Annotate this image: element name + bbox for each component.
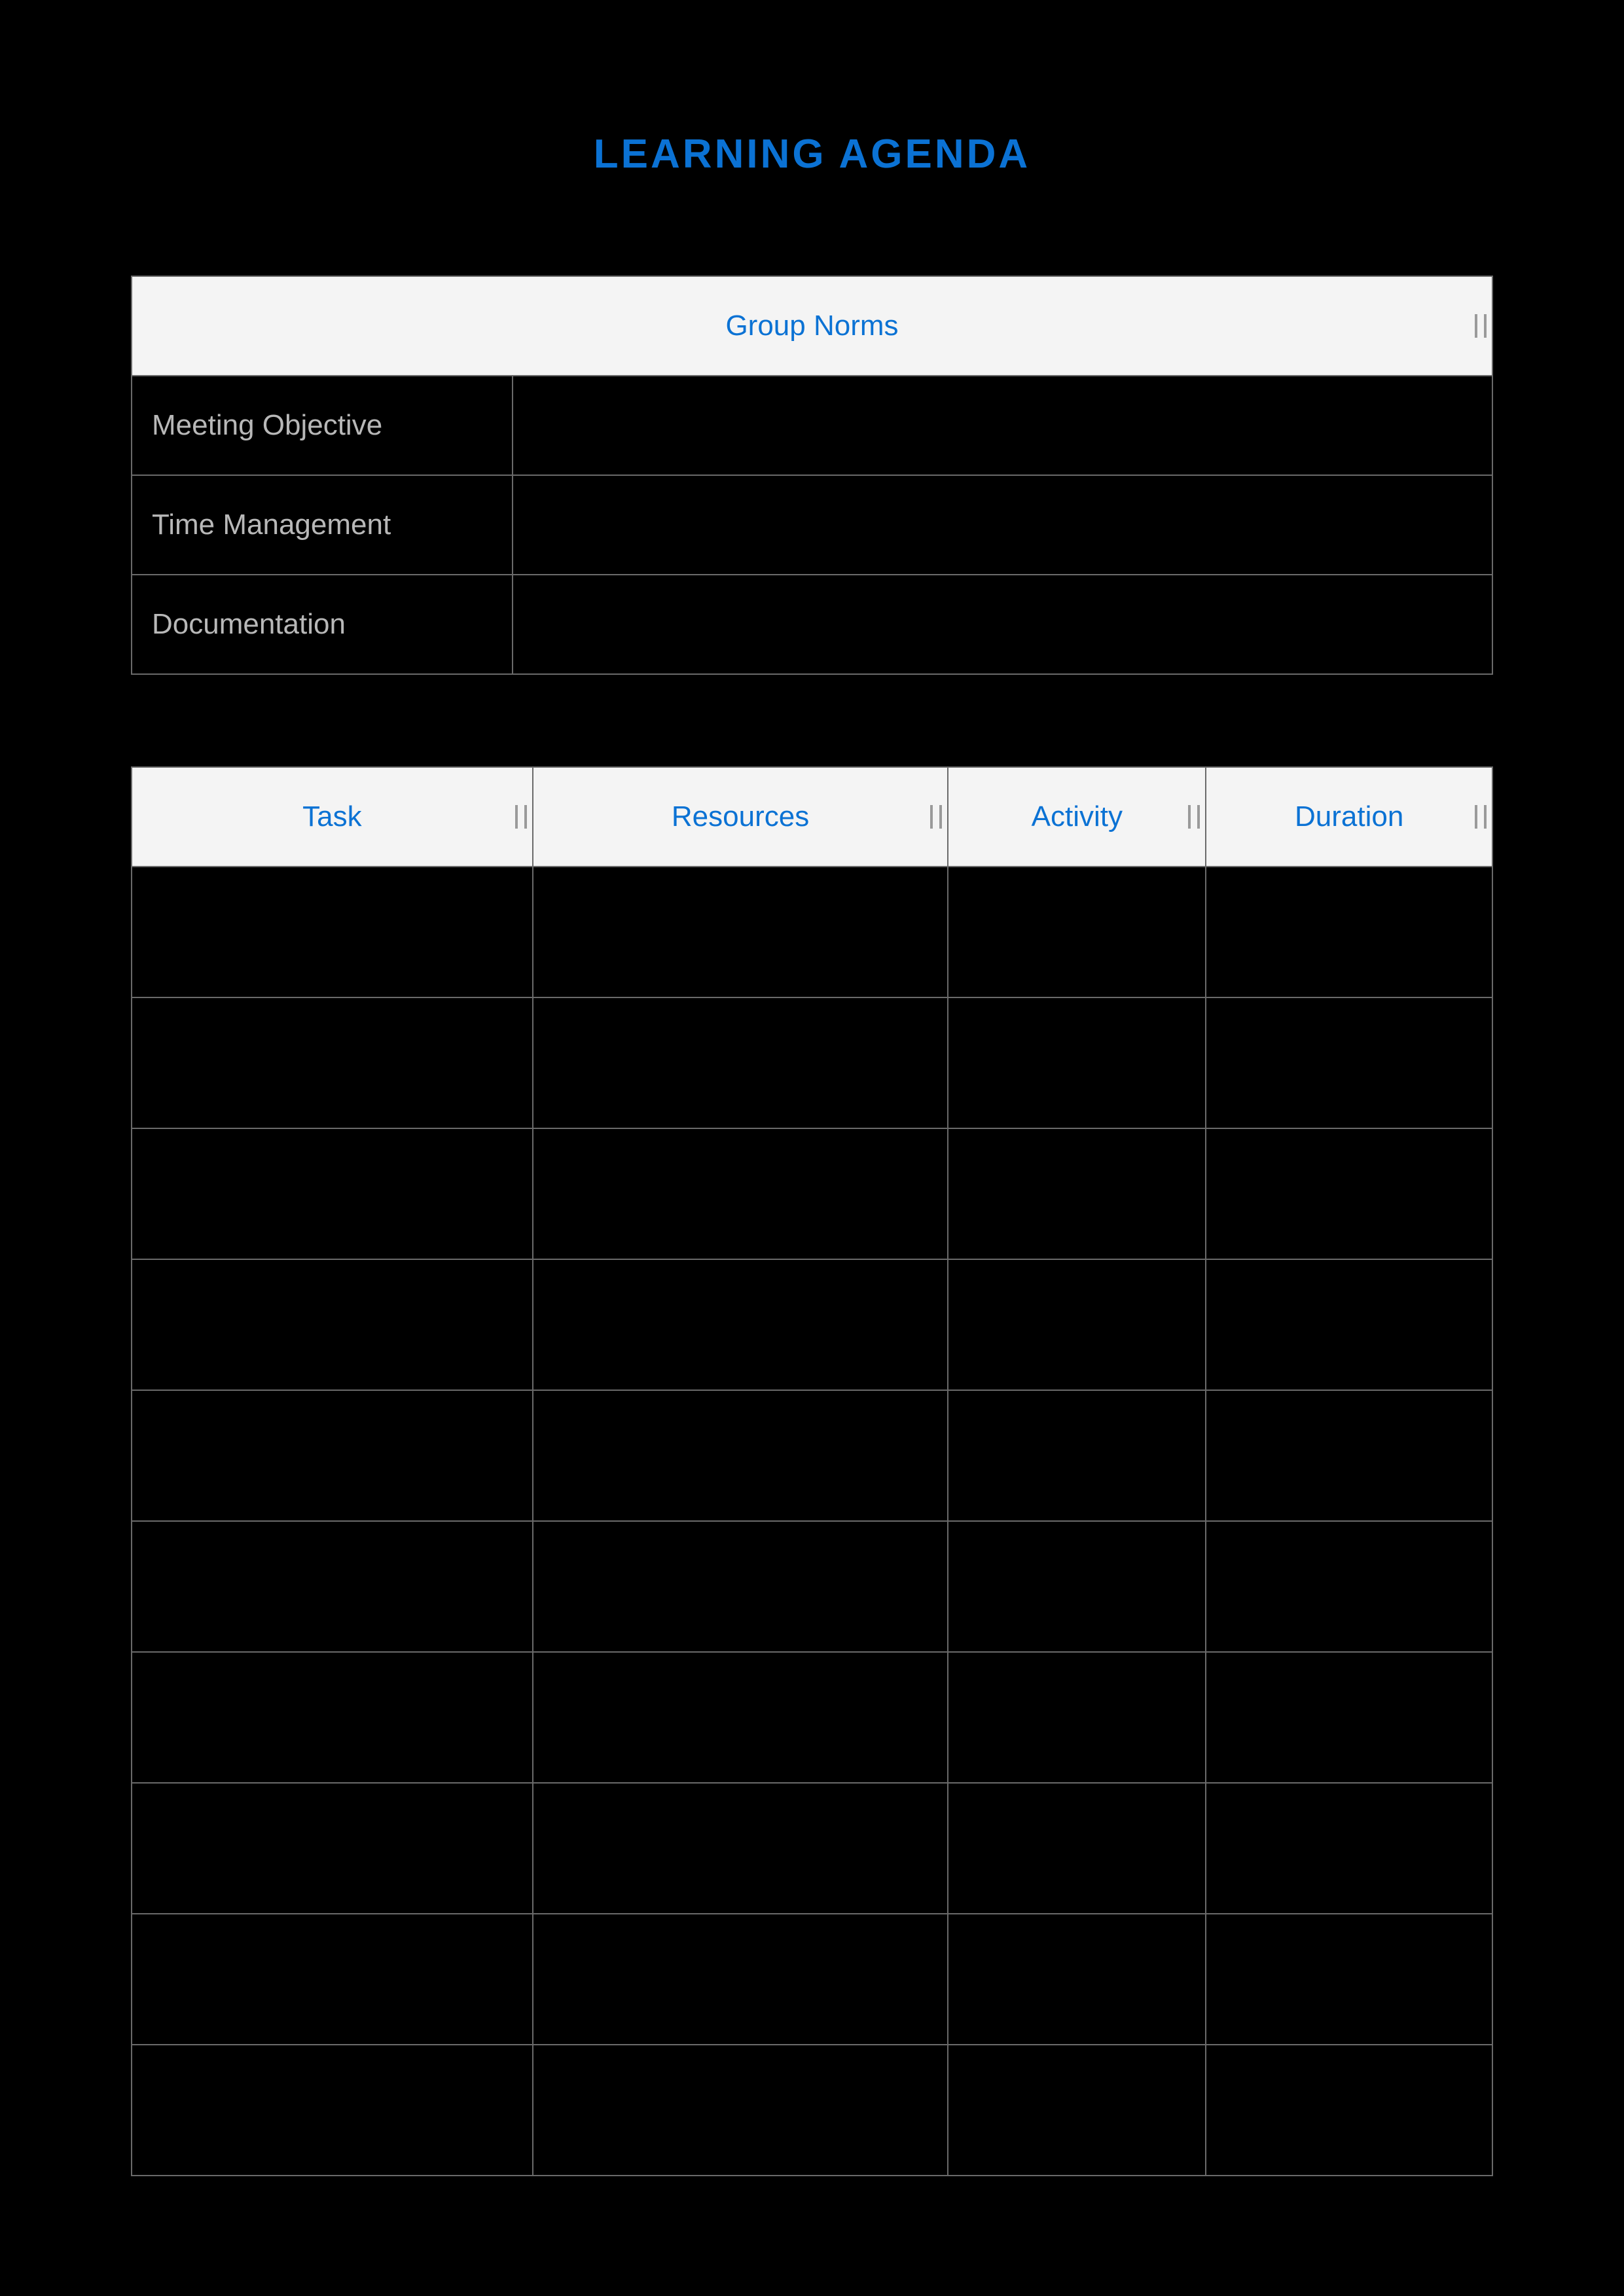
tasks-header-resources: Resources — [533, 767, 948, 867]
duration-cell[interactable] — [1206, 1259, 1492, 1390]
resources-cell[interactable] — [533, 1652, 948, 1783]
tasks-header-resources-label: Resources — [672, 800, 809, 833]
tasks-header-activity-label: Activity — [1032, 800, 1123, 833]
table-row: Meeting Objective — [132, 376, 1492, 475]
activity-cell[interactable] — [948, 1259, 1206, 1390]
table-row — [132, 1259, 1492, 1390]
duration-cell[interactable] — [1206, 997, 1492, 1128]
resources-cell[interactable] — [533, 1783, 948, 1914]
resources-cell[interactable] — [533, 1259, 948, 1390]
table-row — [132, 1390, 1492, 1521]
resources-cell[interactable] — [533, 997, 948, 1128]
duration-cell[interactable] — [1206, 1390, 1492, 1521]
norms-label-meeting-objective: Meeting Objective — [132, 376, 513, 475]
activity-cell[interactable] — [948, 867, 1206, 997]
activity-cell[interactable] — [948, 2045, 1206, 2176]
task-cell[interactable] — [132, 1390, 533, 1521]
resources-cell[interactable] — [533, 1521, 948, 1652]
table-row: Time Management — [132, 475, 1492, 575]
table-row — [132, 2045, 1492, 2176]
table-row — [132, 867, 1492, 997]
activity-cell[interactable] — [948, 1521, 1206, 1652]
task-cell[interactable] — [132, 1521, 533, 1652]
resources-cell[interactable] — [533, 867, 948, 997]
tasks-table: Task Resources Activity Duration — [131, 766, 1493, 2176]
task-cell[interactable] — [132, 1128, 533, 1259]
tasks-header-task: Task — [132, 767, 533, 867]
norms-label-time-management: Time Management — [132, 475, 513, 575]
norms-value-time-management[interactable] — [513, 475, 1492, 575]
table-row — [132, 1783, 1492, 1914]
duration-cell[interactable] — [1206, 1783, 1492, 1914]
activity-cell[interactable] — [948, 1390, 1206, 1521]
table-row — [132, 1128, 1492, 1259]
activity-cell[interactable] — [948, 1783, 1206, 1914]
tasks-header-task-label: Task — [302, 800, 361, 833]
group-norms-table: Group Norms Meeting Objective Time Manag… — [131, 276, 1493, 675]
tasks-header-duration: Duration — [1206, 767, 1492, 867]
column-separator-icon — [1188, 805, 1205, 829]
activity-cell[interactable] — [948, 997, 1206, 1128]
task-cell[interactable] — [132, 1259, 533, 1390]
resources-cell[interactable] — [533, 1128, 948, 1259]
column-separator-icon — [1475, 805, 1492, 829]
task-cell[interactable] — [132, 1783, 533, 1914]
column-separator-icon — [515, 805, 532, 829]
group-norms-header: Group Norms — [132, 276, 1492, 376]
task-cell[interactable] — [132, 2045, 533, 2176]
column-separator-icon — [1475, 314, 1492, 338]
table-row — [132, 1914, 1492, 2045]
norms-value-documentation[interactable] — [513, 575, 1492, 674]
resources-cell[interactable] — [533, 1914, 948, 2045]
activity-cell[interactable] — [948, 1914, 1206, 2045]
duration-cell[interactable] — [1206, 2045, 1492, 2176]
duration-cell[interactable] — [1206, 1914, 1492, 2045]
table-row — [132, 1652, 1492, 1783]
tasks-header-duration-label: Duration — [1295, 800, 1403, 833]
norms-value-meeting-objective[interactable] — [513, 376, 1492, 475]
table-row — [132, 997, 1492, 1128]
table-row — [132, 1521, 1492, 1652]
table-row: Documentation — [132, 575, 1492, 674]
group-norms-header-label: Group Norms — [725, 310, 898, 342]
task-cell[interactable] — [132, 1652, 533, 1783]
duration-cell[interactable] — [1206, 1128, 1492, 1259]
resources-cell[interactable] — [533, 1390, 948, 1521]
duration-cell[interactable] — [1206, 1652, 1492, 1783]
tasks-header-activity: Activity — [948, 767, 1206, 867]
page-title: LEARNING AGENDA — [131, 131, 1493, 177]
duration-cell[interactable] — [1206, 867, 1492, 997]
activity-cell[interactable] — [948, 1128, 1206, 1259]
activity-cell[interactable] — [948, 1652, 1206, 1783]
tasks-table-body — [132, 867, 1492, 2176]
duration-cell[interactable] — [1206, 1521, 1492, 1652]
norms-label-documentation: Documentation — [132, 575, 513, 674]
task-cell[interactable] — [132, 867, 533, 997]
resources-cell[interactable] — [533, 2045, 948, 2176]
task-cell[interactable] — [132, 1914, 533, 2045]
column-separator-icon — [930, 805, 947, 829]
task-cell[interactable] — [132, 997, 533, 1128]
